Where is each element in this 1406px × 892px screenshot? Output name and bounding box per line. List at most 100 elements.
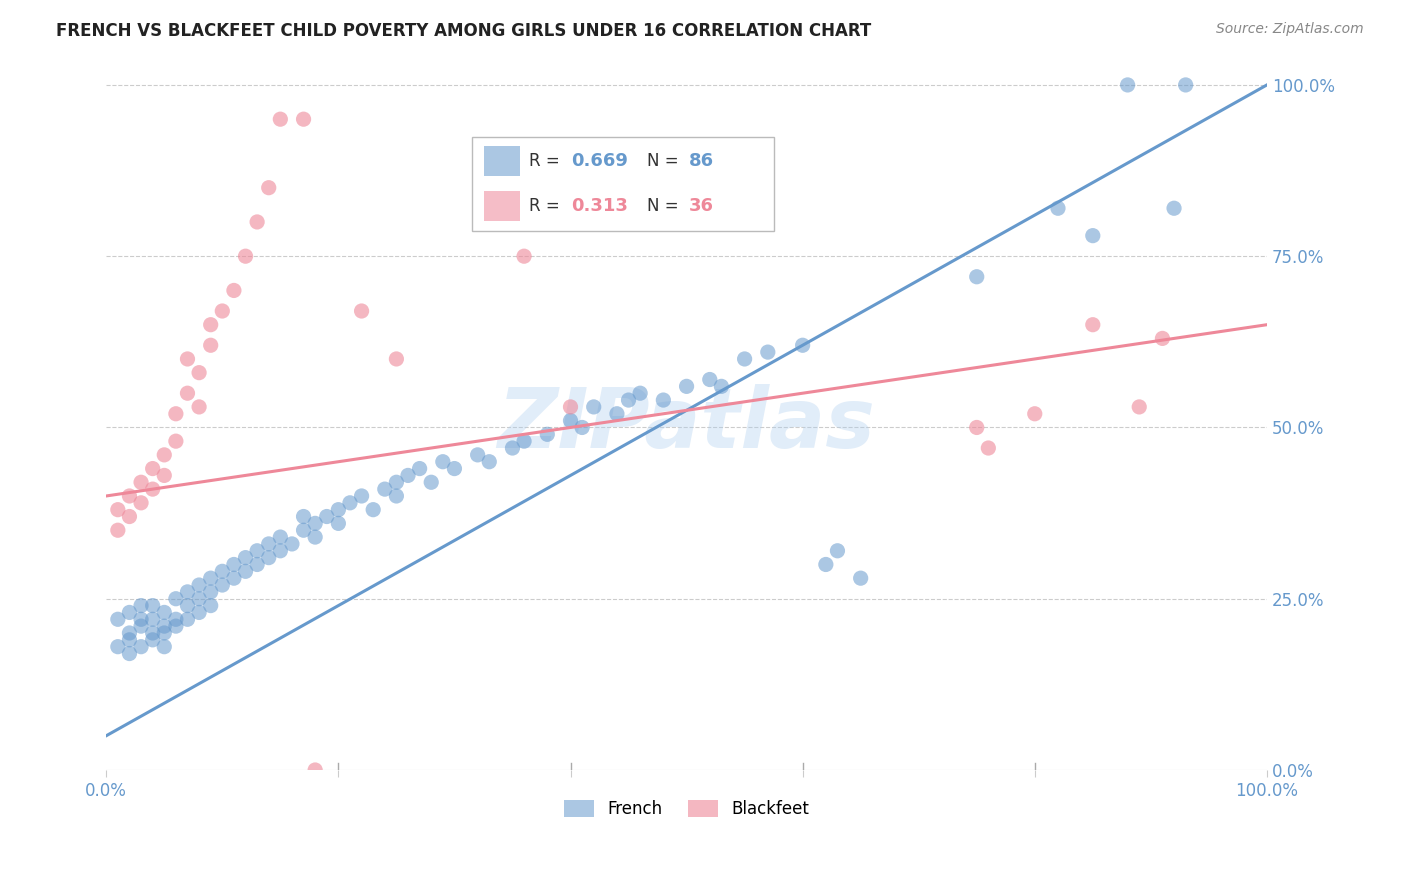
Point bbox=[200, 571, 222, 585]
Point bbox=[432, 455, 454, 469]
Point bbox=[200, 338, 222, 352]
Point bbox=[246, 558, 269, 572]
Point bbox=[339, 496, 361, 510]
Point bbox=[153, 448, 176, 462]
Point bbox=[361, 502, 384, 516]
Point bbox=[443, 461, 465, 475]
Point bbox=[176, 612, 198, 626]
Point bbox=[165, 619, 187, 633]
Point bbox=[628, 386, 651, 401]
Point bbox=[396, 468, 419, 483]
Point bbox=[142, 482, 165, 496]
Point bbox=[582, 400, 605, 414]
Point bbox=[292, 509, 315, 524]
Point bbox=[1081, 228, 1104, 243]
Point bbox=[165, 434, 187, 449]
Point bbox=[222, 571, 245, 585]
Point bbox=[176, 599, 198, 613]
Point bbox=[606, 407, 628, 421]
Point bbox=[501, 441, 523, 455]
Point bbox=[142, 612, 165, 626]
Point bbox=[814, 558, 837, 572]
Point bbox=[467, 448, 489, 462]
Point bbox=[977, 441, 1000, 455]
Point bbox=[1163, 201, 1185, 215]
Point bbox=[129, 612, 152, 626]
Point bbox=[153, 626, 176, 640]
Point bbox=[1024, 407, 1046, 421]
Point bbox=[385, 475, 408, 490]
Point bbox=[560, 414, 582, 428]
Point bbox=[118, 647, 141, 661]
Point bbox=[408, 461, 430, 475]
Point bbox=[966, 420, 988, 434]
Point bbox=[211, 578, 233, 592]
Point bbox=[560, 400, 582, 414]
Point bbox=[129, 475, 152, 490]
Point bbox=[211, 304, 233, 318]
Point bbox=[165, 612, 187, 626]
Point bbox=[118, 632, 141, 647]
Point bbox=[350, 489, 373, 503]
Point bbox=[315, 509, 337, 524]
Point bbox=[107, 612, 129, 626]
Point bbox=[222, 284, 245, 298]
Point bbox=[1046, 201, 1069, 215]
Point bbox=[699, 372, 721, 386]
Point bbox=[257, 537, 280, 551]
Point bbox=[188, 400, 211, 414]
Point bbox=[385, 351, 408, 366]
Point bbox=[188, 578, 211, 592]
Point bbox=[385, 489, 408, 503]
Point bbox=[966, 269, 988, 284]
Point bbox=[211, 565, 233, 579]
Point bbox=[269, 530, 291, 544]
Point bbox=[246, 215, 269, 229]
Point bbox=[257, 180, 280, 194]
Point bbox=[374, 482, 396, 496]
Point bbox=[304, 763, 326, 777]
Point bbox=[269, 112, 291, 127]
Point bbox=[292, 112, 315, 127]
Point bbox=[176, 351, 198, 366]
Point bbox=[675, 379, 697, 393]
Text: ZIPatlas: ZIPatlas bbox=[498, 384, 876, 466]
Point bbox=[571, 420, 593, 434]
Point bbox=[129, 496, 152, 510]
Point bbox=[304, 530, 326, 544]
Point bbox=[827, 543, 849, 558]
Point bbox=[281, 537, 304, 551]
Point bbox=[200, 585, 222, 599]
Point bbox=[235, 550, 257, 565]
Point bbox=[257, 550, 280, 565]
Point bbox=[107, 502, 129, 516]
Point bbox=[222, 558, 245, 572]
Point bbox=[188, 366, 211, 380]
Point bbox=[734, 351, 756, 366]
Point bbox=[304, 516, 326, 531]
Point bbox=[328, 502, 350, 516]
Point bbox=[617, 393, 640, 408]
Point bbox=[246, 543, 269, 558]
Point bbox=[710, 379, 733, 393]
Point bbox=[536, 427, 558, 442]
Point bbox=[200, 318, 222, 332]
Point bbox=[1152, 331, 1174, 345]
Point bbox=[153, 606, 176, 620]
Point bbox=[188, 606, 211, 620]
Legend: French, Blackfeet: French, Blackfeet bbox=[555, 791, 817, 826]
Point bbox=[513, 434, 536, 449]
Point bbox=[292, 523, 315, 537]
Point bbox=[107, 523, 129, 537]
Point bbox=[118, 626, 141, 640]
Point bbox=[165, 407, 187, 421]
Point bbox=[1081, 318, 1104, 332]
Point bbox=[129, 599, 152, 613]
Point bbox=[129, 640, 152, 654]
Point bbox=[188, 591, 211, 606]
Point bbox=[235, 249, 257, 263]
Text: Source: ZipAtlas.com: Source: ZipAtlas.com bbox=[1216, 22, 1364, 37]
Point bbox=[153, 619, 176, 633]
Point bbox=[165, 591, 187, 606]
Text: FRENCH VS BLACKFEET CHILD POVERTY AMONG GIRLS UNDER 16 CORRELATION CHART: FRENCH VS BLACKFEET CHILD POVERTY AMONG … bbox=[56, 22, 872, 40]
